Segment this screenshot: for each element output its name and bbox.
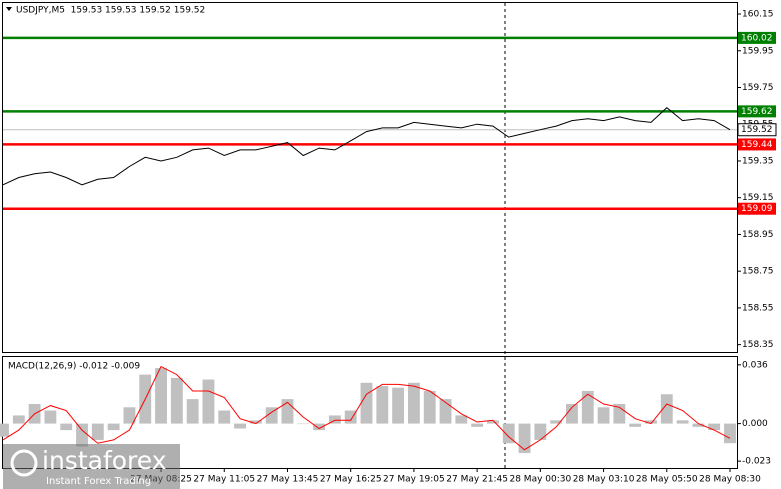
price-line <box>2 107 731 186</box>
y-tick-label: 160.15 <box>742 10 774 20</box>
macd-bar <box>281 399 294 424</box>
macd-bar <box>376 386 389 424</box>
y-tick-label: 158.55 <box>742 303 774 313</box>
watermark-bg <box>3 444 180 489</box>
x-tick-label: 27 May 19:05 <box>383 475 445 485</box>
watermark-icon <box>10 449 38 477</box>
macd-bar <box>91 423 104 440</box>
x-tick-label: 28 May 05:50 <box>636 475 698 485</box>
macd-bar <box>518 423 531 453</box>
macd-bar <box>234 423 246 429</box>
x-tick-label: 27 May 21:45 <box>446 475 508 485</box>
macd-bar <box>566 404 578 424</box>
macd-bar <box>676 420 689 424</box>
level-label: 159.44 <box>741 140 773 150</box>
macd-bar <box>249 420 262 424</box>
signal-line <box>2 365 731 451</box>
macd-bar <box>455 415 468 424</box>
level-label-bg <box>738 138 776 151</box>
macd-bar <box>12 415 25 424</box>
macd-bar <box>170 377 183 424</box>
macd-bar <box>313 423 326 431</box>
x-tick-label: 28 May 00:30 <box>509 475 571 485</box>
macd-bar <box>155 368 167 424</box>
macd-bar <box>471 423 484 427</box>
macd-bar <box>487 420 499 424</box>
x-tick-label: 27 May 13:45 <box>257 475 319 485</box>
macd-bar <box>423 390 436 424</box>
macd-bar <box>550 420 563 424</box>
macd-bar <box>692 423 705 427</box>
macd-bar <box>107 423 120 431</box>
macd-bar <box>708 423 721 431</box>
macd-bar <box>645 420 657 424</box>
macd-bar <box>76 423 88 447</box>
macd-bar <box>660 394 673 424</box>
x-tick-label: 27 May 11:05 <box>193 475 255 485</box>
macd-bar <box>407 382 420 424</box>
macd-bar <box>502 423 515 444</box>
macd-bar <box>0 423 9 437</box>
watermark-tagline: Instant Forex Trading <box>46 476 151 487</box>
y-tick-label: 159.75 <box>742 83 774 93</box>
level-label: 159.09 <box>741 204 773 214</box>
y-tick-label: 158.95 <box>742 230 774 240</box>
macd-bar <box>328 415 341 424</box>
level-label: 160.02 <box>741 33 773 43</box>
macd-bar <box>44 410 57 424</box>
macd-bar <box>439 399 452 424</box>
macd-bar <box>581 390 594 424</box>
y-tick-label: -0.023 <box>742 457 771 467</box>
x-tick-label: 27 May 16:25 <box>320 475 382 485</box>
macd-bar <box>344 410 357 424</box>
y-tick-label: 0.000 <box>742 419 768 429</box>
macd-bar <box>60 423 73 431</box>
last-price-bg <box>737 123 777 137</box>
level-label-bg <box>738 31 776 44</box>
level-label-bg <box>738 105 776 118</box>
level-label: 159.62 <box>741 107 773 117</box>
macd-bar <box>724 423 736 444</box>
y-tick-label: 159.15 <box>742 193 774 203</box>
macd-bar <box>123 407 136 424</box>
x-tick-label: 28 May 08:30 <box>699 475 761 485</box>
macd-bar <box>186 399 199 424</box>
macd-bar <box>218 410 231 424</box>
y-tick-label: 158.35 <box>742 340 774 350</box>
y-tick-label: 159.95 <box>742 46 774 56</box>
symbol-arrow <box>6 7 12 11</box>
y-tick-label: 0.036 <box>742 360 768 370</box>
level-label-bg <box>738 202 776 215</box>
macd-bar <box>265 407 278 424</box>
macd-bar <box>202 379 215 424</box>
macd-bar <box>597 407 610 424</box>
macd-bar <box>392 387 405 424</box>
chart-title: USDJPY,M5 159.53 159.53 159.52 159.52 <box>16 6 205 16</box>
x-tick-label: 28 May 03:10 <box>573 475 635 485</box>
macd-panel-frame <box>2 356 738 469</box>
price-panel-frame <box>2 2 738 353</box>
y-tick-label: 159.35 <box>742 156 774 166</box>
watermark-brand: instaforex <box>42 446 167 475</box>
y-tick-label: 158.75 <box>742 267 774 277</box>
macd-bar <box>629 423 642 427</box>
macd-bar <box>534 423 547 440</box>
macd-bar <box>360 382 373 424</box>
macd-title: MACD(12,26,9) -0.012 -0.009 <box>8 362 140 372</box>
macd-bar <box>297 423 310 425</box>
macd-bar <box>613 404 626 424</box>
last-price-label: 159.52 <box>741 125 773 135</box>
